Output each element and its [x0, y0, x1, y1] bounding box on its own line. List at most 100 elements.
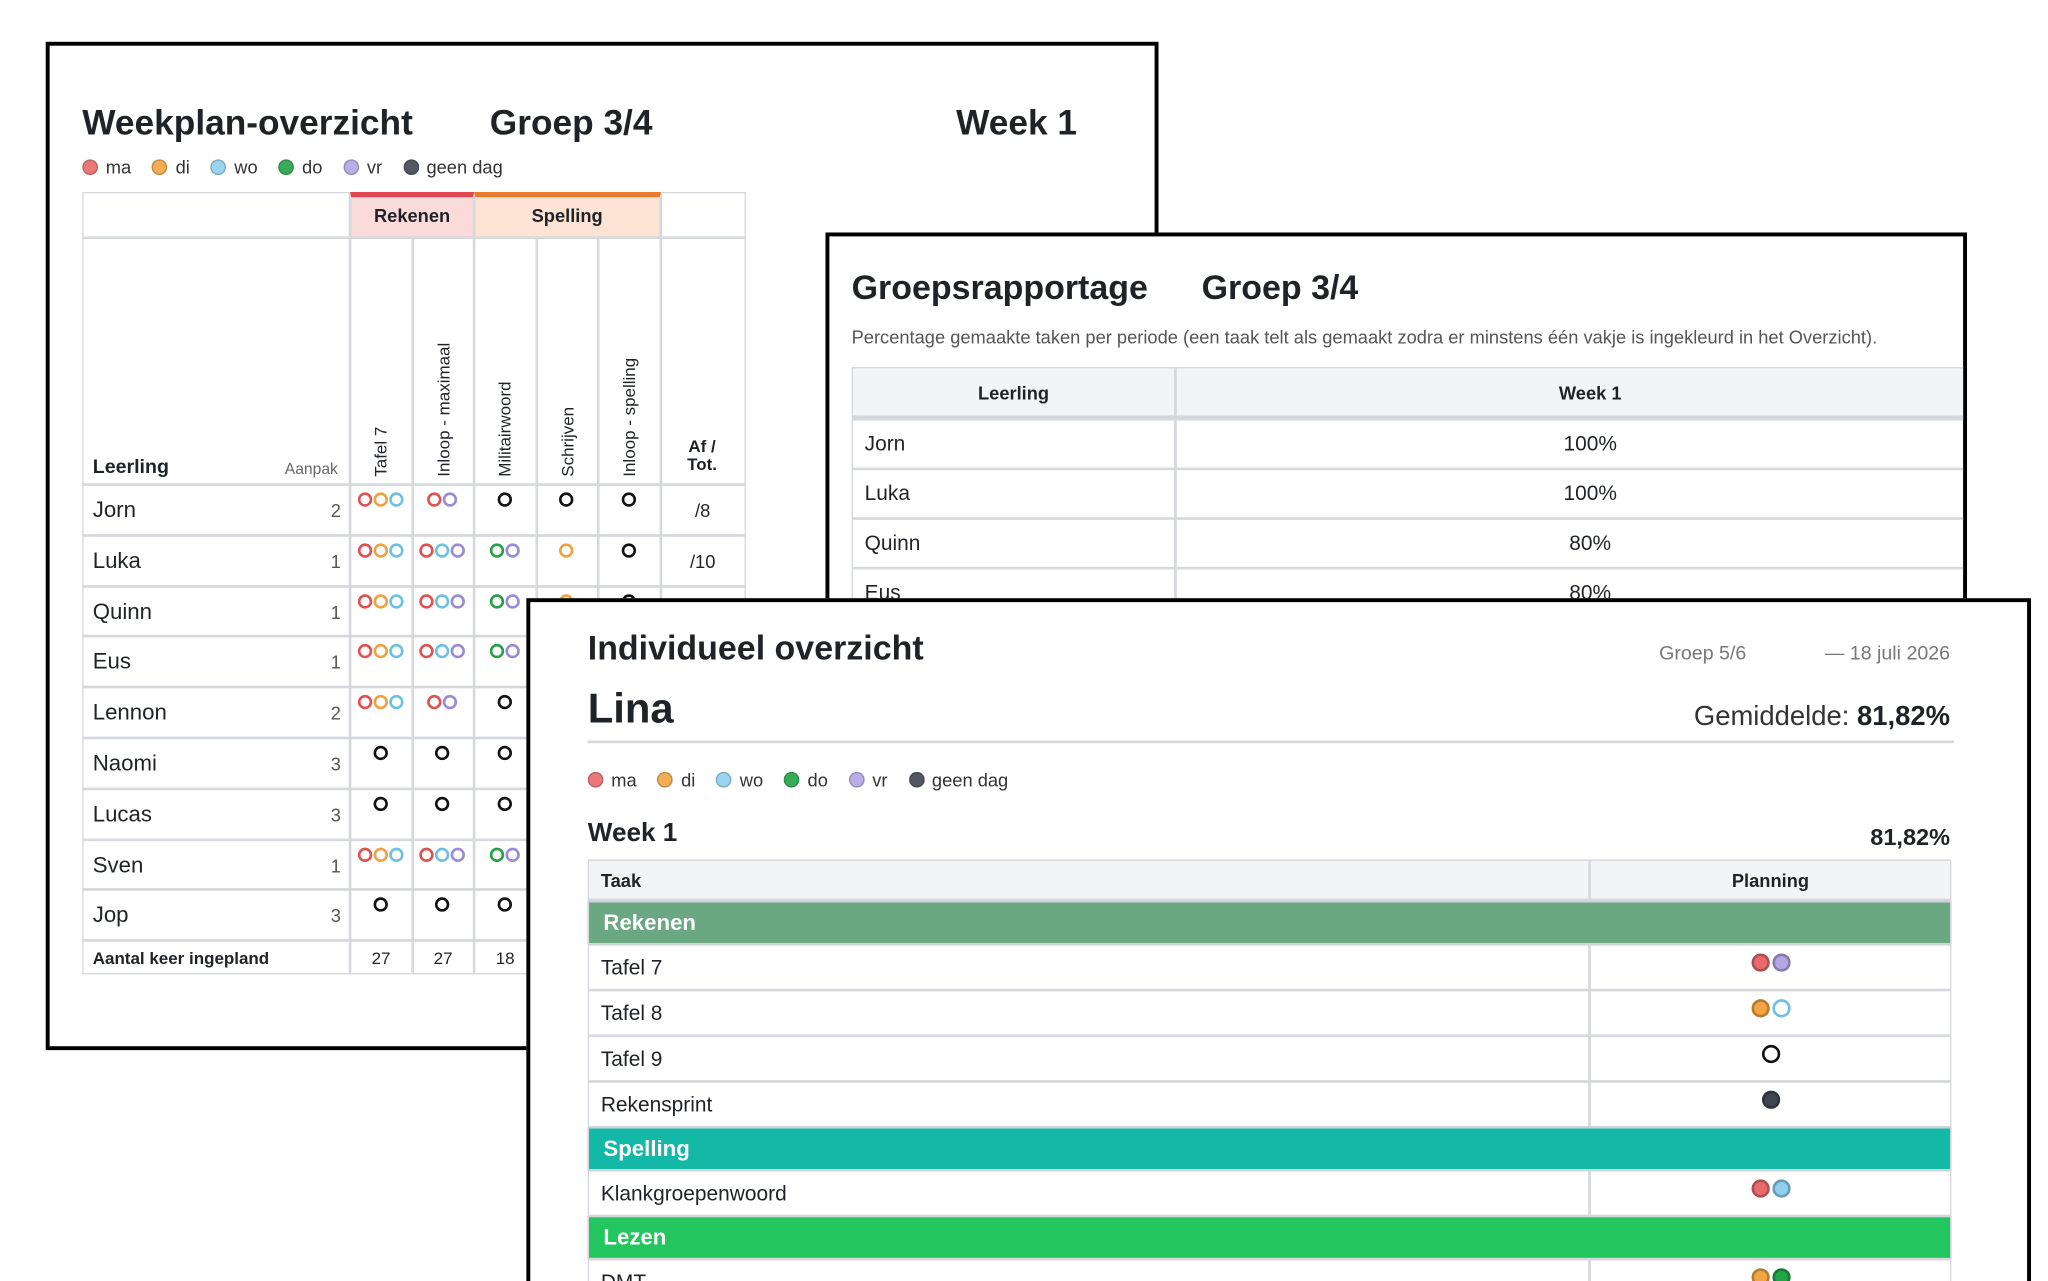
day-dot [1771, 1179, 1791, 1198]
legend-label: di [681, 768, 696, 790]
approach: 1 [330, 601, 341, 623]
day-dot [1750, 953, 1770, 972]
day-dot [373, 847, 388, 862]
student-name: Lennon [92, 700, 167, 726]
day-dot [443, 492, 458, 507]
task-header: Militairwoord [495, 381, 515, 477]
legend-dot [908, 771, 925, 788]
day-dot [435, 543, 450, 558]
day-dot [373, 543, 388, 558]
day-dot [450, 644, 466, 659]
week-score: 81,82% [1870, 824, 1951, 851]
day-dot [357, 847, 372, 862]
title: Individueel overzicht [587, 628, 924, 668]
task-cell [598, 484, 661, 536]
percentage: 100% [1175, 419, 1964, 469]
task-name: Klankgroepenwoord [587, 1170, 1590, 1216]
day-dot [373, 745, 388, 761]
approach: 2 [330, 702, 341, 724]
row-cell [82, 839, 351, 890]
day-dot [443, 695, 458, 710]
day-dot [1750, 1179, 1770, 1198]
average-label: Gemiddelde: [1693, 701, 1857, 732]
footer-cell [82, 940, 351, 975]
task-name: Tafel 7 [587, 944, 1590, 991]
student-name: Lucas [92, 801, 152, 827]
day-dot [559, 492, 574, 507]
student-name: Jorn [92, 497, 136, 523]
task-cell [536, 484, 599, 536]
day-dot [357, 593, 372, 609]
task-cell [412, 889, 475, 941]
day-dot [497, 897, 512, 913]
task-cell [474, 484, 537, 536]
student-name: Quinn [92, 598, 152, 624]
row-cell [82, 687, 351, 738]
day-dot [450, 543, 466, 558]
task-name: Tafel 9 [587, 1035, 1590, 1082]
subject-header: Rekenen [350, 191, 475, 238]
row-cell [82, 889, 351, 941]
task-cell [350, 484, 413, 536]
header-cell [412, 237, 475, 485]
week-title: Week 1 [587, 818, 678, 848]
planning-cell [1589, 1081, 1952, 1128]
footer-cell [412, 940, 475, 975]
day-dot [1750, 1268, 1770, 1281]
legend-dot [82, 159, 98, 176]
count: 27 [433, 948, 453, 969]
approach: 1 [330, 550, 341, 572]
legend-label: vr [366, 156, 383, 178]
day-dot [388, 695, 404, 710]
legend-label: do [302, 156, 323, 178]
day-dot [419, 644, 434, 659]
row-cell: Jorn [851, 419, 1176, 469]
task-header: Inloop - spelling [619, 357, 639, 477]
day-dot [489, 644, 504, 659]
total-cell [660, 535, 746, 586]
day-dot [388, 593, 404, 609]
header-cell [660, 191, 746, 238]
day-dot [1761, 1090, 1780, 1109]
task-cell [350, 788, 413, 840]
task-cell [412, 839, 475, 890]
day-dot [505, 543, 520, 558]
day-dot [1750, 999, 1770, 1018]
legend-dot [784, 771, 800, 788]
week: Week 1 [956, 103, 1077, 143]
day-dot [373, 796, 388, 811]
row-cell [82, 636, 351, 688]
day-dot [435, 796, 450, 811]
legend-dot [657, 771, 674, 788]
section-header: Spelling [587, 1127, 1952, 1171]
legend-dot [716, 771, 732, 788]
group: Groep 3/4 [1201, 267, 1359, 307]
approach: 1 [330, 854, 341, 876]
task-cell [412, 687, 475, 738]
planning-cell [1589, 1170, 1952, 1216]
task-cell [350, 687, 413, 738]
task-cell [350, 585, 413, 637]
total: /10 [689, 550, 716, 572]
total-cell [660, 484, 746, 536]
student-name: Lina [587, 684, 674, 732]
task-name: DMT [587, 1259, 1590, 1281]
legend-label: do [807, 768, 828, 790]
day-dot [419, 543, 434, 558]
section-header: Rekenen [587, 901, 1952, 945]
legend-label: di [175, 156, 190, 178]
average: Gemiddelde: 81,82% [1694, 701, 1950, 732]
planning-cell [1589, 944, 1952, 991]
day-dot [357, 543, 372, 558]
legend-dot [402, 159, 419, 176]
task-header: Schrijven [557, 406, 577, 477]
task-cell [350, 535, 413, 586]
task-cell [412, 636, 475, 688]
row-cell [82, 585, 351, 637]
planning-cell [1589, 990, 1952, 1036]
task-cell [412, 788, 475, 840]
day-dot [373, 492, 388, 507]
day-dot [1771, 999, 1791, 1018]
day-dot [489, 543, 504, 558]
